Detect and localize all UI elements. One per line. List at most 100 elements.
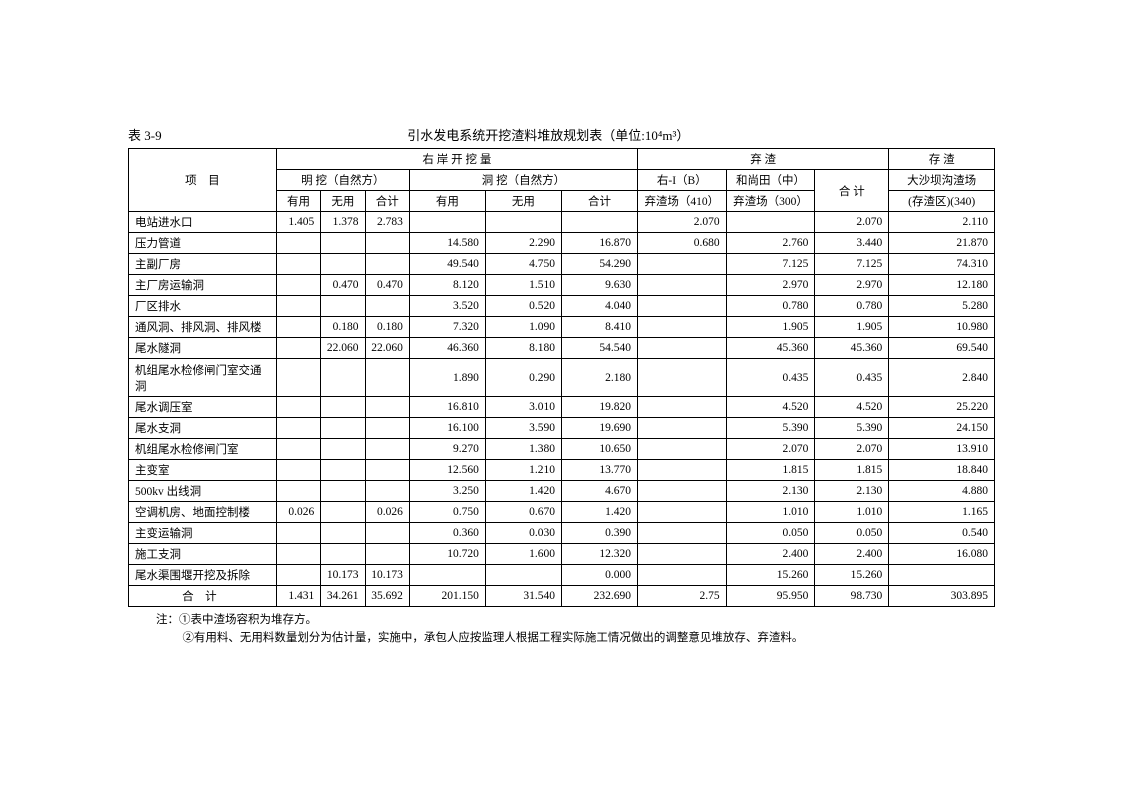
cell-m1 [276,460,320,481]
table-row: 500kv 出线洞3.2501.4204.6702.1302.1304.880 [129,481,995,502]
header-row: 表 3-9 引水发电系统开挖渣料堆放规划表（单位:10⁴m³） [128,125,995,144]
cell-m1 [276,481,320,502]
row-label: 尾水渠围堰开挖及拆除 [129,565,277,586]
cell-m1 [276,418,320,439]
cell-d2: 0.520 [485,296,561,317]
cell-d1: 1.890 [409,359,485,397]
cell-d3: 2.180 [561,359,637,397]
cell-d2: 1.210 [485,460,561,481]
cell-m2 [321,481,365,502]
cell-m2 [321,544,365,565]
cell-r2: 0.780 [726,296,815,317]
th-heshang-sub: 弃渣场（300） [726,191,815,212]
cell-m3: 0.470 [365,275,409,296]
cell-m1 [276,296,320,317]
total-sum: 98.730 [815,586,889,607]
cell-m1 [276,233,320,254]
cell-sum: 1.905 [815,317,889,338]
cell-d1: 10.720 [409,544,485,565]
cell-r1 [637,460,726,481]
th-d-subtotal: 合计 [561,191,637,212]
cell-store: 25.220 [889,397,995,418]
cell-d1: 0.360 [409,523,485,544]
cell-r2: 4.520 [726,397,815,418]
table-row: 电站进水口1.4051.3782.7832.0702.0702.110 [129,212,995,233]
cell-d3: 0.390 [561,523,637,544]
cell-r2: 2.760 [726,233,815,254]
cell-r1 [637,481,726,502]
cell-m3 [365,523,409,544]
cell-d2: 1.090 [485,317,561,338]
note-2: ②有用料、无用料数量划分为估计量，实施中，承包人应按监理人根据工程实际施工情况做… [182,629,995,647]
cell-sum: 0.050 [815,523,889,544]
cell-r1 [637,502,726,523]
cell-m3 [365,460,409,481]
cell-m3 [365,233,409,254]
total-d2: 31.540 [485,586,561,607]
cell-m2 [321,254,365,275]
cell-sum: 2.070 [815,439,889,460]
cell-d2: 1.420 [485,481,561,502]
th-item: 项 目 [129,149,277,212]
cell-d2: 8.180 [485,338,561,359]
th-disposal: 弃 渣 [637,149,888,170]
total-m1: 1.431 [276,586,320,607]
th-rightib-sub: 弃渣场（410） [637,191,726,212]
cell-r1 [637,317,726,338]
table-row: 压力管道14.5802.29016.8700.6802.7603.44021.8… [129,233,995,254]
cell-sum: 3.440 [815,233,889,254]
cell-m2 [321,460,365,481]
cell-d3: 54.540 [561,338,637,359]
total-m2: 34.261 [321,586,365,607]
row-label: 尾水调压室 [129,397,277,418]
table-row: 主变运输洞0.3600.0300.3900.0500.0500.540 [129,523,995,544]
th-dasha-sub: (存渣区)(340) [889,191,995,212]
cell-d2: 2.290 [485,233,561,254]
th-rightib: 右-I（B） [637,170,726,191]
cell-r1: 2.070 [637,212,726,233]
cell-d1 [409,565,485,586]
th-dong: 洞 挖（自然方） [409,170,637,191]
cell-d3 [561,212,637,233]
cell-d3: 1.420 [561,502,637,523]
cell-r1 [637,565,726,586]
th-m-useful: 有用 [276,191,320,212]
row-label: 通风洞、排风洞、排风楼 [129,317,277,338]
cell-d2: 3.010 [485,397,561,418]
cell-r2: 5.390 [726,418,815,439]
cell-d3: 4.040 [561,296,637,317]
cell-sum: 0.780 [815,296,889,317]
cell-m1: 1.405 [276,212,320,233]
cell-d2: 0.670 [485,502,561,523]
cell-store: 1.165 [889,502,995,523]
cell-store: 2.110 [889,212,995,233]
cell-m2 [321,397,365,418]
cell-m1 [276,275,320,296]
cell-d1: 12.560 [409,460,485,481]
table-row: 主厂房运输洞0.4700.4708.1201.5109.6302.9702.97… [129,275,995,296]
cell-d1: 3.520 [409,296,485,317]
total-d1: 201.150 [409,586,485,607]
cell-sum: 45.360 [815,338,889,359]
cell-d3: 8.410 [561,317,637,338]
table-title: 引水发电系统开挖渣料堆放规划表（单位:10⁴m³） [102,125,995,144]
cell-store: 74.310 [889,254,995,275]
th-d-useful: 有用 [409,191,485,212]
cell-store: 24.150 [889,418,995,439]
cell-d1: 3.250 [409,481,485,502]
row-label: 尾水支洞 [129,418,277,439]
row-label: 电站进水口 [129,212,277,233]
cell-d1: 49.540 [409,254,485,275]
cell-store: 10.980 [889,317,995,338]
table-row: 尾水调压室16.8103.01019.8204.5204.52025.220 [129,397,995,418]
cell-r2: 2.070 [726,439,815,460]
cell-d2: 0.030 [485,523,561,544]
cell-sum: 1.815 [815,460,889,481]
cell-m1 [276,338,320,359]
cell-store: 0.540 [889,523,995,544]
table-row: 施工支洞10.7201.60012.3202.4002.40016.080 [129,544,995,565]
cell-sum: 2.970 [815,275,889,296]
th-ming: 明 挖（自然方） [276,170,409,191]
cell-d3: 4.670 [561,481,637,502]
cell-store: 12.180 [889,275,995,296]
